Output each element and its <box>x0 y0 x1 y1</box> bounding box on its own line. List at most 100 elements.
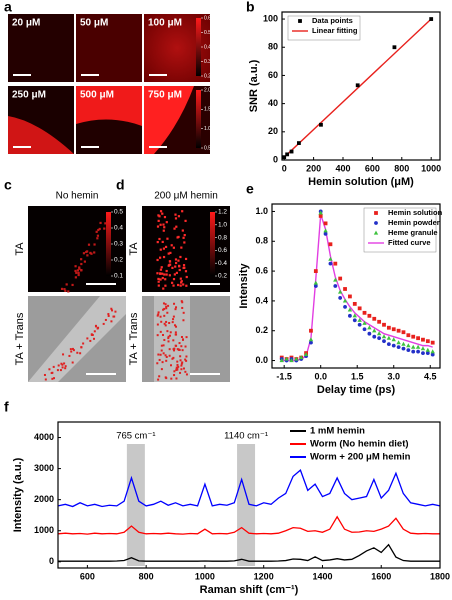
signal-dot <box>161 240 164 244</box>
data-point <box>416 336 420 341</box>
signal-dot <box>102 322 105 325</box>
signal-dot <box>179 255 182 259</box>
signal-dot <box>156 362 159 365</box>
data-point <box>313 280 319 285</box>
legend-label: 1 mM hemin <box>310 426 365 437</box>
data-point <box>367 313 372 318</box>
worm-body <box>28 296 126 382</box>
signal-dot <box>114 310 117 313</box>
signal-dot <box>99 221 102 225</box>
data-point <box>343 304 347 309</box>
signal-dot <box>162 308 165 311</box>
x-tick-label: 1200 <box>254 571 274 581</box>
signal-dot <box>183 266 186 269</box>
signal-dot <box>165 307 168 310</box>
signal-dot <box>164 303 167 306</box>
signal-dot <box>182 319 185 322</box>
data-point <box>309 328 313 333</box>
signal-dot <box>163 307 166 310</box>
signal-dot <box>177 365 180 368</box>
signal-dot <box>89 339 92 342</box>
colorbar-tick-label: 0.5 <box>204 145 211 151</box>
data-point <box>386 325 391 330</box>
plot-frame <box>271 203 441 369</box>
signal-dot <box>103 227 106 230</box>
y-tick-label: 40 <box>268 98 278 108</box>
data-point <box>319 122 323 127</box>
signal-dot <box>64 289 67 292</box>
signal-dot <box>53 377 56 380</box>
signal-dot <box>162 302 165 305</box>
signal-dot <box>163 226 166 229</box>
signal-dot <box>174 217 178 220</box>
signal-region <box>8 116 74 154</box>
data-point <box>415 344 421 349</box>
data-point <box>289 149 294 154</box>
signal-dot <box>159 353 162 356</box>
signal-dot <box>175 368 178 371</box>
concentration-label: 500 μM <box>80 90 114 101</box>
data-point <box>282 155 287 160</box>
signal-dot <box>181 361 184 364</box>
signal-dot <box>93 330 96 333</box>
signal-dot <box>157 378 160 381</box>
signal-dot <box>69 348 72 351</box>
signal-dot <box>63 362 66 365</box>
signal-dot <box>175 325 178 328</box>
data-point <box>355 83 360 88</box>
signal-dot <box>173 273 176 276</box>
colorbar-tick-label: 0.4 <box>204 44 211 50</box>
data-point <box>318 214 323 218</box>
signal-dot <box>166 311 169 314</box>
y-tick-label: 4000 <box>34 432 54 442</box>
signal-dot <box>86 250 89 253</box>
legend-label: Heme granule <box>388 228 438 237</box>
signal-dot <box>164 245 168 249</box>
data-point <box>338 296 343 300</box>
signal-dot <box>87 243 91 246</box>
signal-dot <box>185 373 188 376</box>
signal-dot <box>180 246 183 249</box>
x-tick-label: 600 <box>80 571 95 581</box>
signal-dot <box>82 342 85 345</box>
signal-dot <box>159 315 162 318</box>
signal-dot <box>158 215 161 218</box>
colorbar-tick-label: 2.0 <box>204 87 211 93</box>
signal-dot <box>157 284 160 287</box>
signal-dot <box>172 284 175 287</box>
signal-region <box>76 86 142 126</box>
x-tick-label: 4.5 <box>424 371 437 381</box>
signal-dot <box>160 368 163 371</box>
data-point <box>425 339 430 344</box>
signal-dot <box>161 333 164 336</box>
colorbar-tick-label: 0.8 <box>218 234 227 241</box>
x-tick-label: 1400 <box>312 571 332 581</box>
signal-dot <box>179 277 182 280</box>
panel-label: d <box>116 177 125 193</box>
x-tick-label: 3.0 <box>387 371 400 381</box>
data-point <box>401 330 406 335</box>
data-point <box>328 256 333 261</box>
legend-label: Hemin solution <box>388 208 443 217</box>
signal-dot <box>181 349 184 352</box>
signal-dot <box>162 344 165 347</box>
signal-dot <box>181 210 184 213</box>
signal-dot <box>63 288 66 291</box>
data-point <box>352 313 357 318</box>
signal-dot <box>107 313 110 316</box>
x-tick-label: 400 <box>335 163 350 173</box>
signal-dot <box>157 353 160 356</box>
signal-dot <box>156 323 159 326</box>
signal-dot <box>174 333 177 336</box>
annotation: 765 cm⁻¹ <box>116 431 155 442</box>
y-tick-label: 20 <box>268 126 278 136</box>
signal-dot <box>80 346 83 349</box>
signal-dot <box>162 229 165 232</box>
data-point <box>430 352 435 357</box>
signal-dot <box>163 216 167 219</box>
signal-dot <box>165 269 168 273</box>
signal-dot <box>175 306 178 309</box>
data-point <box>362 310 367 315</box>
signal-dot <box>89 251 92 255</box>
data-point <box>337 289 343 294</box>
